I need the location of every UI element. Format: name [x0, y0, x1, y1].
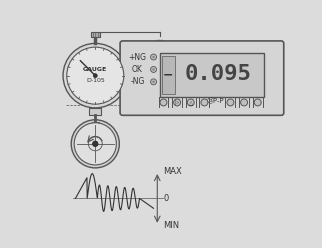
Bar [91, 32, 100, 37]
Text: -NG: -NG [130, 77, 145, 86]
Circle shape [152, 68, 155, 71]
Text: △: △ [189, 100, 193, 105]
Bar [162, 56, 175, 94]
Text: D-105: D-105 [86, 78, 105, 83]
Circle shape [74, 123, 116, 165]
Text: MIN: MIN [164, 221, 180, 230]
Text: OK: OK [132, 65, 143, 74]
Text: 0: 0 [164, 194, 169, 203]
Circle shape [67, 47, 124, 104]
Circle shape [93, 141, 98, 146]
Circle shape [160, 99, 167, 106]
Circle shape [227, 99, 234, 106]
Circle shape [254, 99, 261, 106]
Circle shape [151, 66, 156, 72]
Circle shape [151, 79, 156, 85]
Circle shape [152, 56, 155, 58]
Circle shape [174, 99, 181, 106]
Circle shape [63, 43, 128, 108]
Circle shape [241, 99, 248, 106]
Text: ▷: ▷ [175, 100, 179, 105]
Circle shape [93, 74, 97, 78]
Text: MAX: MAX [164, 167, 182, 176]
Text: +NG: +NG [128, 53, 147, 62]
FancyBboxPatch shape [120, 41, 284, 115]
Circle shape [71, 120, 119, 168]
Text: 0.095: 0.095 [185, 64, 251, 84]
Circle shape [201, 99, 208, 106]
FancyBboxPatch shape [160, 53, 264, 97]
Text: −: − [163, 68, 174, 82]
Circle shape [187, 99, 194, 106]
Bar [92, 122, 99, 126]
Circle shape [152, 81, 155, 83]
Bar [89, 108, 101, 115]
Text: GAUGE: GAUGE [83, 67, 108, 72]
Circle shape [151, 54, 156, 60]
Text: @P-P: @P-P [207, 98, 224, 104]
